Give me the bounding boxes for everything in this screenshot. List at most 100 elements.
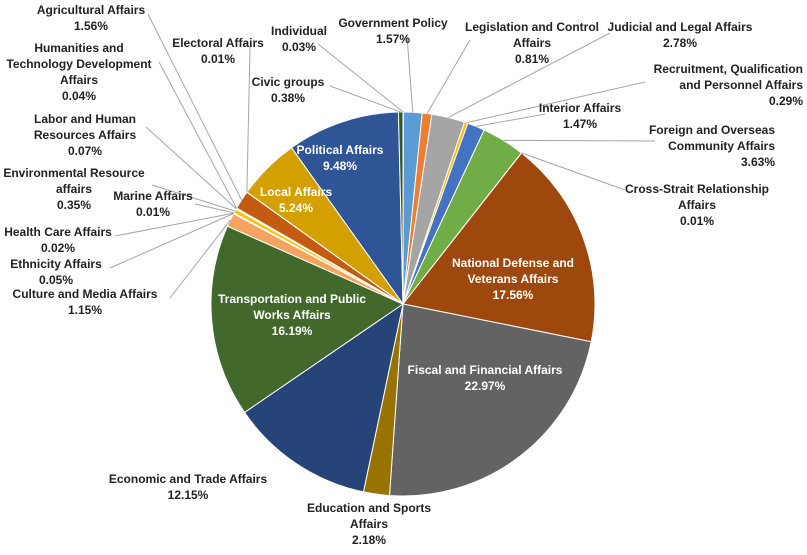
- slice-value-text: 0.35%: [57, 198, 91, 212]
- slice-label-text: Political Affairs: [297, 143, 384, 157]
- slice-label: Recruitment, Qualification and Personnel …: [654, 62, 804, 108]
- slice-label: Government Policy 1.57%: [338, 16, 448, 46]
- slice-label-text: affairs: [56, 182, 92, 196]
- slice-label: Labor and Human Resources Affairs 0.07%: [34, 112, 137, 158]
- slice-label-text: and Personnel Affairs: [679, 78, 803, 92]
- slices-layer: [210, 111, 596, 497]
- slice-label-text: Veterans Affairs: [468, 272, 559, 286]
- slice-value-text: 2.78%: [663, 36, 697, 50]
- slice-label: Electoral Affairs 0.01%: [172, 36, 264, 66]
- leader-line: [521, 152, 626, 191]
- slice-label: Individual 0.03%: [271, 24, 327, 54]
- slice-label: Fiscal and Financial Affairs 22.97%: [408, 363, 563, 393]
- slice-value-text: 22.97%: [465, 379, 506, 393]
- leader-line: [158, 61, 238, 209]
- labels-layer: Individual 0.03% Government Policy 1.57% Leg…: [3, 3, 803, 547]
- slice-value-text: 12.15%: [168, 488, 209, 502]
- slice-label: Agricultural Affairs 1.56%: [37, 3, 146, 33]
- slice-label: Interior Affairs 1.47%: [539, 101, 622, 131]
- slice-label-text: Judicial and Legal Affairs: [608, 20, 753, 34]
- slice-label-text: Health Care Affairs: [4, 225, 112, 239]
- slice-label-text: Culture and Media Affairs: [13, 287, 158, 301]
- slice-label-text: Works Affairs: [253, 308, 331, 322]
- slice-value-text: 0.29%: [769, 94, 803, 108]
- slice-label-text: Affairs: [678, 198, 716, 212]
- slice-value-text: 0.03%: [282, 40, 316, 54]
- leader-lines-layer: [109, 13, 656, 299]
- slice-label: Culture and Media Affairs 1.15%: [13, 287, 158, 317]
- slice-label-text: Legislation and Control: [465, 20, 599, 34]
- leader-line: [194, 203, 235, 214]
- slice-label-text: Recruitment, Qualification: [654, 62, 803, 76]
- slice-value-text: 0.38%: [271, 91, 305, 105]
- slice-label-text: Community Affairs: [668, 139, 775, 153]
- slice-value-text: 0.01%: [201, 52, 235, 66]
- slice-label: Local Affairs 5.24%: [260, 185, 333, 215]
- pie-slice: [243, 302, 404, 493]
- slice-value-text: 1.15%: [68, 303, 102, 317]
- slice-label-text: Affairs: [350, 517, 388, 531]
- slice-label-text: Interior Affairs: [539, 101, 622, 115]
- slice-label-text: Foreign and Overseas: [649, 123, 775, 137]
- slice-label: Political Affairs 9.48%: [297, 143, 384, 173]
- leader-line: [169, 219, 231, 299]
- leader-line: [151, 184, 236, 212]
- slice-label-text: Ethnicity Affairs: [10, 257, 102, 271]
- slice-label-text: Resources Affairs: [34, 128, 137, 142]
- slice-label-text: Labor and Human: [34, 112, 136, 126]
- slice-label-text: Agricultural Affairs: [37, 3, 146, 17]
- slice-value-text: 1.47%: [563, 117, 597, 131]
- pie-slice: [388, 303, 592, 497]
- slice-label-text: Fiscal and Financial Affairs: [408, 363, 563, 377]
- leader-line: [476, 113, 546, 127]
- leader-line: [426, 39, 471, 114]
- slice-value-text: 0.04%: [62, 89, 96, 103]
- leader-line: [114, 212, 234, 237]
- slice-label-text: Technology Development: [6, 57, 151, 71]
- leader-line: [109, 213, 234, 269]
- leader-line: [147, 13, 243, 201]
- leader-line: [406, 35, 414, 113]
- slice-value-text: 0.07%: [68, 144, 102, 158]
- slice-label: Judicial and Legal Affairs 2.78%: [608, 20, 753, 50]
- pie-slice: [402, 152, 596, 343]
- slice-value-text: 1.57%: [376, 32, 410, 46]
- slice-label: Education and Sports Affairs 2.18%: [307, 501, 431, 547]
- slice-value-text: 5.24%: [279, 201, 313, 215]
- slice-label: Economic and Trade Affairs 12.15%: [109, 472, 268, 502]
- slice-label-text: Affairs: [513, 36, 551, 50]
- slice-value-text: 0.02%: [41, 241, 75, 255]
- slice-label-text: National Defense and: [452, 256, 574, 270]
- slice-value-text: 0.05%: [39, 273, 73, 287]
- pie-slice: [290, 111, 404, 306]
- slice-label-text: Transportation and Public: [218, 292, 366, 306]
- slice-label-text: Electoral Affairs: [172, 36, 264, 50]
- leader-line: [317, 43, 404, 113]
- slice-label: Transportation and Public Works Affairs 16…: [218, 292, 366, 338]
- slice-value-text: 2.18%: [352, 533, 386, 547]
- slice-label-text: Marine Affairs: [113, 189, 193, 203]
- slice-label: Ethnicity Affairs 0.05%: [10, 257, 102, 287]
- slice-value-text: 3.63%: [741, 155, 775, 169]
- slice-label-text: Environmental Resource: [3, 166, 145, 180]
- slice-label-text: Civic groups: [252, 75, 325, 89]
- leader-line: [448, 32, 611, 118]
- slice-value-text: 0.01%: [680, 214, 714, 228]
- pie-slice: [210, 225, 405, 414]
- slice-label: Cross-Strait Relationship Affairs 0.01%: [625, 182, 769, 228]
- slice-label: Health Care Affairs 0.02%: [4, 225, 112, 255]
- slice-label: Legislation and Control Affairs 0.81%: [465, 20, 599, 66]
- slice-label-text: Cross-Strait Relationship: [625, 182, 769, 196]
- leader-line: [145, 126, 237, 210]
- slice-label-text: Individual: [271, 24, 327, 38]
- leader-line: [466, 81, 646, 124]
- slice-value-text: 0.01%: [136, 205, 170, 219]
- slice-value-text: 9.48%: [323, 159, 357, 173]
- slice-label: Foreign and Overseas Community Affairs 3.6…: [649, 123, 775, 169]
- leader-line: [329, 85, 401, 113]
- leader-line: [246, 46, 251, 193]
- slice-label: Civic groups 0.38%: [252, 75, 325, 105]
- slice-label: Humanities and Technology Development Affa…: [6, 41, 151, 103]
